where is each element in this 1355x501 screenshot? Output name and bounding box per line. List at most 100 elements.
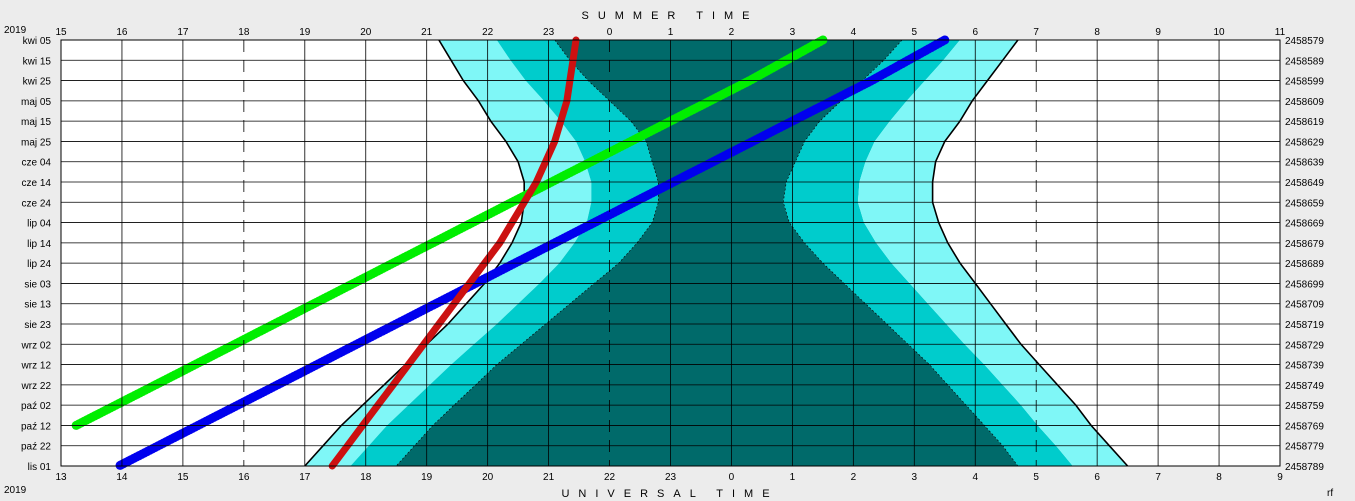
julian-day-label: 2458619 — [1285, 117, 1324, 128]
date-label: cze 24 — [22, 198, 52, 209]
julian-day-label: 2458699 — [1285, 279, 1324, 290]
bottom-tick-label: 6 — [1094, 472, 1100, 483]
bottom-tick-label: 13 — [55, 472, 67, 483]
year-label-top: 2019 — [4, 25, 27, 36]
date-label: sie 03 — [24, 279, 51, 290]
top-tick-label: 23 — [543, 27, 555, 38]
julian-day-label: 2458759 — [1285, 401, 1324, 412]
bottom-tick-label: 8 — [1216, 472, 1222, 483]
top-tick-label: 16 — [116, 27, 128, 38]
date-label: kwi 25 — [23, 77, 52, 88]
julian-day-label: 2458709 — [1285, 300, 1324, 311]
date-label: sie 13 — [24, 300, 51, 311]
saturn-track-0 — [114, 35, 950, 471]
jupiter-track-0 — [71, 35, 828, 430]
date-label: cze 14 — [22, 178, 52, 189]
evening-nautical-twilight-band — [304, 40, 592, 466]
julian-day-label: 2458689 — [1285, 259, 1324, 270]
bottom-tick-label: 17 — [299, 472, 311, 483]
bottom-tick-label: 7 — [1155, 472, 1161, 483]
julian-day-label: 2458579 — [1285, 36, 1324, 47]
date-label: lip 04 — [27, 219, 51, 230]
date-label: cze 04 — [22, 158, 52, 169]
julian-day-label: 2458609 — [1285, 97, 1324, 108]
date-label: kwi 15 — [23, 56, 52, 67]
date-label: paź 12 — [21, 421, 51, 432]
top-tick-label: 15 — [55, 27, 67, 38]
morning-astronomical-twilight-band — [783, 40, 1073, 466]
date-label: maj 05 — [21, 97, 51, 108]
night-band — [396, 40, 1018, 466]
top-tick-label: 9 — [1155, 27, 1161, 38]
top-tick-label: 20 — [360, 27, 372, 38]
date-label: maj 15 — [21, 117, 51, 128]
planet-tracks — [71, 35, 950, 471]
julian-day-label: 2458789 — [1285, 462, 1324, 473]
date-label: sie 23 — [24, 320, 51, 331]
top-axis-title: SUMMER TIME — [581, 10, 758, 22]
bottom-tick-label: 23 — [665, 472, 677, 483]
bottom-tick-label: 14 — [116, 472, 128, 483]
morning-nautical-twilight-band — [857, 40, 1128, 466]
julian-day-label: 2458659 — [1285, 198, 1324, 209]
top-tick-label: 1 — [668, 27, 674, 38]
dusk-end-line — [395, 39, 659, 467]
julian-day-label: 2458729 — [1285, 340, 1324, 351]
top-tick-label: 21 — [421, 27, 433, 38]
grid-lines — [60, 39, 1281, 467]
julian-day-label: 2458679 — [1285, 239, 1324, 250]
top-tick-label: 6 — [972, 27, 978, 38]
bottom-tick-label: 9 — [1277, 472, 1283, 483]
date-label: paź 22 — [21, 442, 51, 453]
bottom-tick-label: 3 — [912, 472, 918, 483]
top-tick-label: 0 — [607, 27, 613, 38]
year-label-bottom: 2019 — [4, 485, 27, 496]
top-tick-label: 19 — [299, 27, 311, 38]
julian-day-label: 2458639 — [1285, 158, 1324, 169]
julian-day-label: 2458599 — [1285, 77, 1324, 88]
date-label: lip 14 — [27, 239, 51, 250]
date-label: maj 25 — [21, 137, 51, 148]
plot-border — [60, 39, 1281, 467]
top-tick-label: 5 — [912, 27, 918, 38]
top-tick-label: 17 — [177, 27, 189, 38]
dawn-start-line — [782, 39, 1019, 467]
top-tick-label: 11 — [1275, 27, 1286, 38]
date-label: paź 02 — [21, 401, 51, 412]
bottom-tick-label: 21 — [543, 472, 555, 483]
top-tick-label: 3 — [790, 27, 796, 38]
top-tick-label: 10 — [1213, 27, 1225, 38]
top-tick-label: 4 — [851, 27, 857, 38]
date-label: lip 24 — [27, 259, 51, 270]
date-label: wrz 22 — [21, 381, 52, 392]
corner-label: rf — [1327, 488, 1333, 499]
bottom-tick-label: 5 — [1033, 472, 1039, 483]
evening-astronomical-twilight-band — [350, 40, 659, 466]
bottom-tick-label: 15 — [177, 472, 189, 483]
top-tick-label: 18 — [238, 27, 250, 38]
julian-day-label: 2458719 — [1285, 320, 1324, 331]
julian-day-label: 2458769 — [1285, 421, 1324, 432]
bottom-tick-label: 20 — [482, 472, 494, 483]
julian-day-label: 2458629 — [1285, 137, 1324, 148]
top-tick-label: 8 — [1094, 27, 1100, 38]
julian-day-label: 2458649 — [1285, 178, 1324, 189]
bottom-tick-label: 4 — [972, 472, 978, 483]
top-tick-label: 2 — [729, 27, 735, 38]
date-label: lis 01 — [28, 462, 52, 473]
bottom-tick-label: 19 — [421, 472, 433, 483]
bottom-tick-label: 1 — [790, 472, 796, 483]
julian-day-label: 2458589 — [1285, 56, 1324, 67]
julian-day-label: 2458749 — [1285, 381, 1324, 392]
julian-day-label: 2458739 — [1285, 361, 1324, 372]
twilight-bands — [304, 39, 1129, 467]
bottom-tick-label: 18 — [360, 472, 372, 483]
bottom-tick-label: 22 — [604, 472, 616, 483]
date-label: wrz 02 — [21, 340, 52, 351]
top-tick-label: 22 — [482, 27, 494, 38]
julian-day-label: 2458779 — [1285, 442, 1324, 453]
sunset-line — [304, 39, 526, 467]
